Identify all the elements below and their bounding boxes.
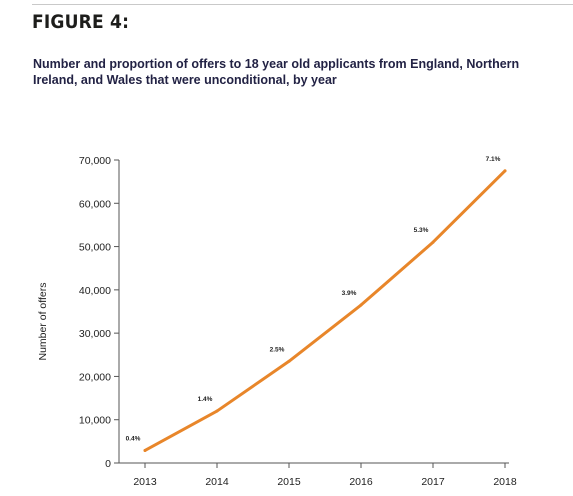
y-axis: 0 10,000 20,000 30,000 40,000 50,000 60,000 70,… bbox=[79, 155, 120, 470]
data-point bbox=[503, 169, 507, 173]
data-label: 3.9% bbox=[342, 290, 357, 297]
data-label: 2.5% bbox=[270, 346, 285, 353]
y-axis-title: Number of offers bbox=[37, 282, 49, 360]
figure-label: FIGURE 4: bbox=[32, 11, 130, 33]
y-tick-label: 70,000 bbox=[79, 155, 111, 167]
x-tick-label: 2014 bbox=[205, 476, 229, 488]
x-tick-label: 2013 bbox=[133, 476, 157, 488]
data-point bbox=[215, 409, 219, 413]
data-point bbox=[431, 240, 435, 244]
y-tick-label: 30,000 bbox=[79, 328, 111, 340]
x-tick-label: 2015 bbox=[277, 476, 301, 488]
top-rule bbox=[32, 4, 573, 5]
data-label: 7.1% bbox=[486, 156, 501, 163]
series-group bbox=[143, 169, 507, 452]
x-tick-label: 2017 bbox=[421, 476, 445, 488]
y-tick-label: 60,000 bbox=[79, 198, 111, 210]
chart-title: Number and proportion of offers to 18 ye… bbox=[33, 57, 520, 87]
data-labels: 0.4% 1.4% 2.5% 3.9% 5.3% 7.1% bbox=[126, 156, 501, 443]
y-tick-label: 50,000 bbox=[79, 242, 111, 254]
y-tick-label: 10,000 bbox=[79, 415, 111, 427]
x-tick-label: 2018 bbox=[493, 476, 517, 488]
y-tick-label: 40,000 bbox=[79, 285, 111, 297]
y-tick-label: 0 bbox=[105, 458, 111, 470]
data-label: 5.3% bbox=[414, 227, 429, 234]
data-point bbox=[359, 303, 363, 307]
series-line-unconditional-offers bbox=[143, 169, 507, 452]
data-label: 0.4% bbox=[126, 435, 141, 442]
y-tick-label: 20,000 bbox=[79, 371, 111, 383]
data-point bbox=[143, 448, 147, 452]
data-point bbox=[287, 359, 291, 363]
x-tick-label: 2016 bbox=[349, 476, 373, 488]
data-label: 1.4% bbox=[198, 396, 213, 403]
x-axis: 2013 2014 2015 2016 2017 2018 bbox=[119, 462, 517, 488]
